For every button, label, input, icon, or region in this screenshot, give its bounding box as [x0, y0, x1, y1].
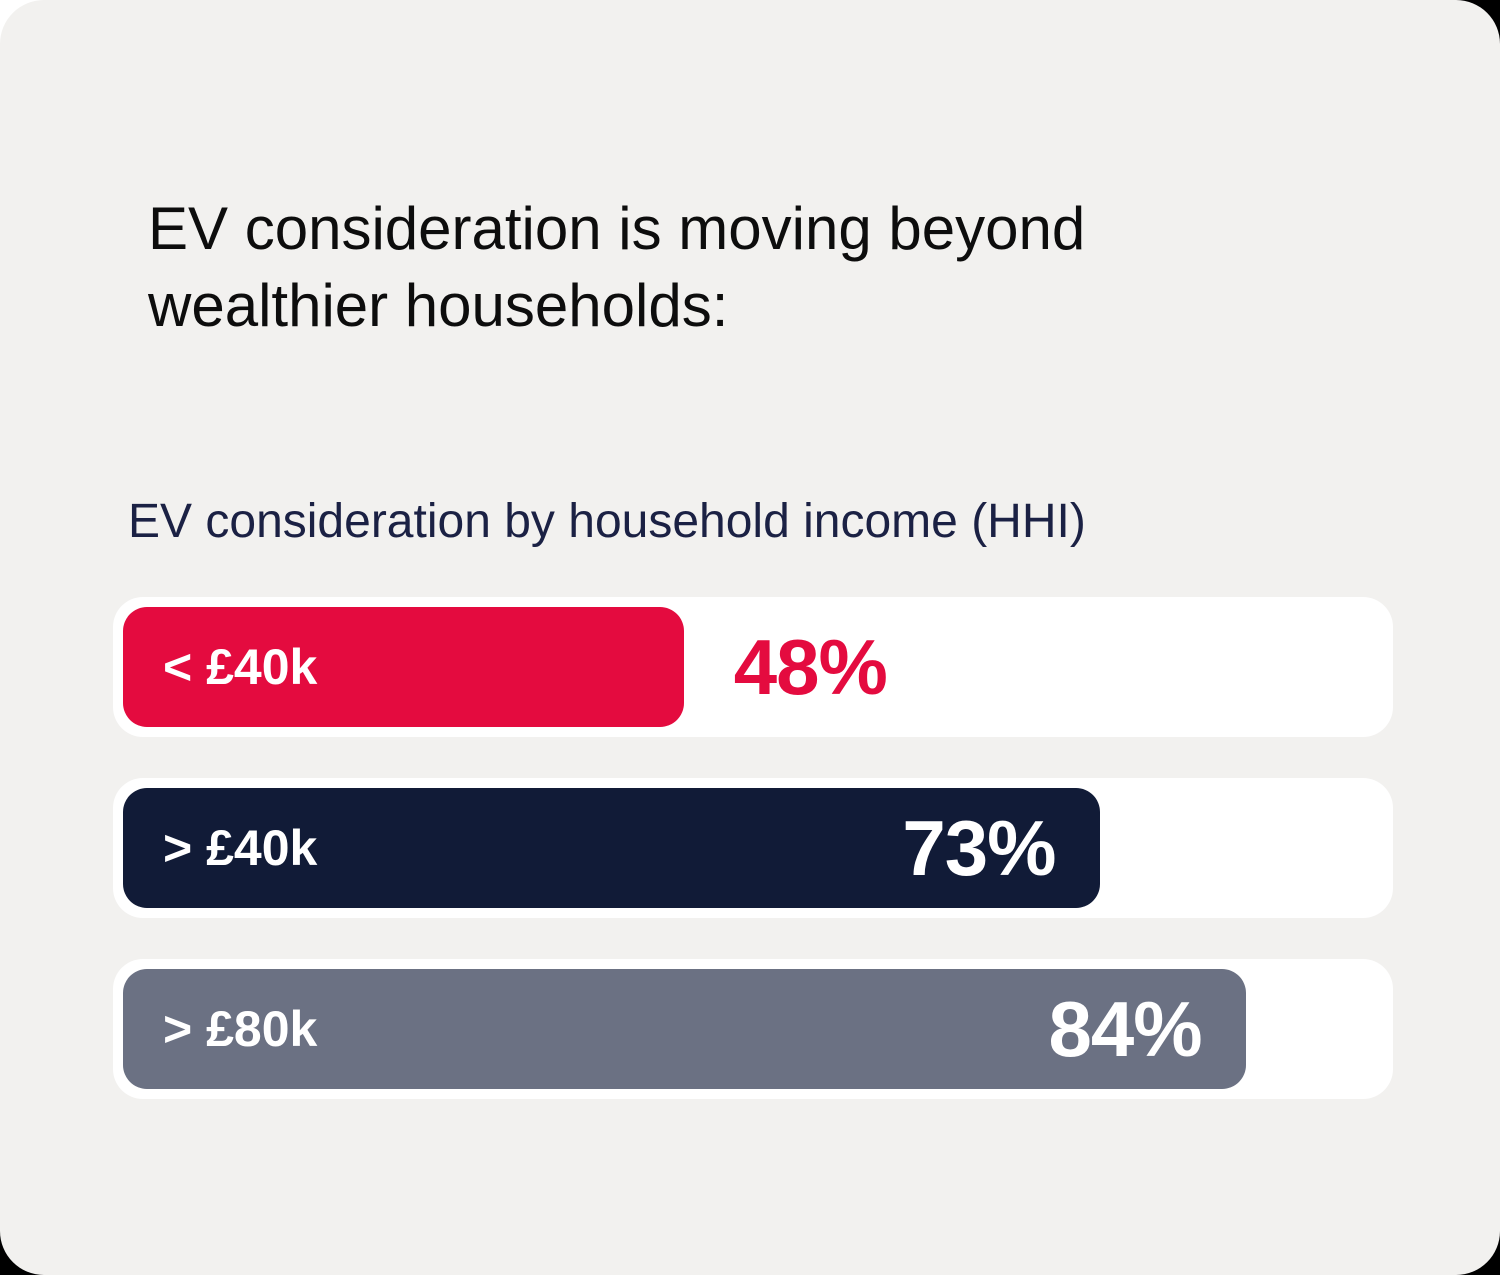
bar-category-label: < £40k: [163, 639, 318, 695]
bar-value-label: 73%: [902, 803, 1056, 892]
bar-row-under-40k: < £40k 48%: [113, 597, 1393, 737]
bar-row-over-80k: > £80k 84%: [113, 959, 1393, 1099]
bar-fill-over-80k: > £80k 84%: [123, 969, 1246, 1089]
bar-category-label: > £40k: [163, 820, 318, 876]
bar-fill-over-40k: > £40k 73%: [123, 788, 1100, 908]
chart-title: EV consideration by household income (HH…: [128, 495, 1086, 548]
headline: EV consideration is moving beyond wealth…: [148, 195, 1086, 339]
bar-value-label: 48%: [733, 622, 888, 711]
bar-chart: < £40k 48% > £40k 73% > £80k 84%: [113, 597, 1393, 1099]
bar-row-over-40k: > £40k 73%: [113, 778, 1393, 918]
bar-value-label: 84%: [1048, 984, 1203, 1073]
bar-fill-under-40k: < £40k: [123, 607, 684, 727]
bar-category-label: > £80k: [163, 1001, 318, 1057]
